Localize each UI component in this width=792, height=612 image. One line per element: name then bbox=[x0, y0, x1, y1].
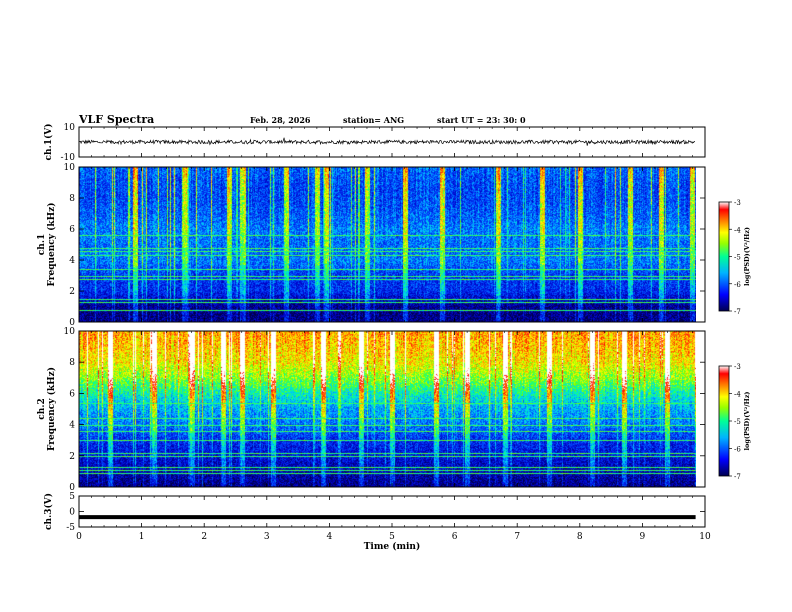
ch2-spec-ytick-label: 6 bbox=[69, 389, 75, 399]
x-tick-label: 7 bbox=[514, 532, 520, 542]
ch1-ytick-label: 10 bbox=[64, 123, 76, 133]
ch1-spec-ylabel: Frequency (kHz) bbox=[46, 202, 57, 286]
ch1-spec-colorbar-tick-label: -7 bbox=[734, 308, 741, 316]
station-label: station= ANG bbox=[343, 115, 405, 125]
x-tick-label: 2 bbox=[201, 532, 207, 542]
ch2-spec-colorbar-tick-label: -3 bbox=[734, 363, 741, 371]
ch2-spec-colorbar-tick-label: -6 bbox=[734, 446, 741, 454]
ch1-spec-ytick-label: 0 bbox=[69, 318, 75, 328]
ch3-ytick-label: -5 bbox=[66, 523, 75, 533]
ch1-spec-ylabel-channel: ch.1 bbox=[37, 234, 47, 255]
x-tick-label: 3 bbox=[264, 532, 270, 542]
x-tick-label: 6 bbox=[452, 532, 458, 542]
ch2-spec-ytick-label: 8 bbox=[69, 358, 75, 368]
ch1-spec-ytick-label: 6 bbox=[69, 225, 75, 235]
ch1-spec-colorbar-tick-label: -3 bbox=[734, 199, 741, 207]
ch1-spec-ytick-label: 8 bbox=[69, 194, 75, 204]
ch1-spec-colorbar-tick-label: -4 bbox=[734, 226, 741, 234]
ch2-spec-colorbar-tick-label: -4 bbox=[734, 391, 741, 399]
ch1-spec-colorbar bbox=[718, 201, 730, 312]
ch2-spec-ytick-label: 0 bbox=[69, 483, 75, 493]
ch1-spec-ytick-label: 10 bbox=[64, 163, 76, 173]
ch3-ytick-label: 5 bbox=[69, 492, 75, 502]
ch1-spec-heatmap bbox=[79, 167, 696, 322]
ch1-spec-ytick-label: 2 bbox=[69, 287, 75, 297]
ch1-ytick-label: -10 bbox=[61, 153, 76, 163]
ch1-spec-colorbar-tick-label: -6 bbox=[734, 281, 741, 289]
ch1-spec-ytick-label: 4 bbox=[69, 256, 75, 266]
figure-title: VLF Spectra bbox=[79, 113, 155, 126]
ch2-spec-heatmap bbox=[79, 331, 696, 487]
ch2-spec-colorbar-label: log(PSD)(V²/Hz) bbox=[743, 392, 751, 451]
ch3-ytick-label: 0 bbox=[69, 508, 75, 518]
ch2-spec-ylabel: Frequency (kHz) bbox=[46, 367, 57, 451]
ch2-spec-colorbar-tick-label: -7 bbox=[734, 473, 741, 481]
x-tick-label: 8 bbox=[577, 532, 583, 542]
start-time-label: start UT = 23: 30: 0 bbox=[437, 115, 526, 125]
ch1-ylabel: ch.1(V) bbox=[43, 124, 54, 161]
ch3-ylabel: ch.3(V) bbox=[43, 493, 54, 530]
ch1-waveform bbox=[78, 137, 696, 146]
x-tick-label: 1 bbox=[139, 532, 145, 542]
ch1-spec-colorbar-label: log(PSD)(V²/Hz) bbox=[743, 227, 751, 286]
x-tick-label: 10 bbox=[699, 532, 711, 542]
x-tick-label: 4 bbox=[327, 532, 333, 542]
ch1-spec-colorbar-tick-label: -5 bbox=[734, 254, 741, 262]
x-tick-label: 9 bbox=[640, 532, 646, 542]
ch2-spec-ytick-label: 4 bbox=[69, 421, 75, 431]
ch2-spec-ylabel-channel: ch.2 bbox=[37, 398, 47, 419]
ch3-frame bbox=[78, 495, 706, 528]
ch2-spec-colorbar bbox=[718, 365, 730, 477]
ch2-spec-ytick-label: 10 bbox=[64, 327, 76, 337]
x-tick-label: 0 bbox=[76, 532, 82, 542]
x-axis-label: Time (min) bbox=[364, 541, 421, 552]
x-tick-label: 5 bbox=[389, 532, 395, 542]
ch2-spec-colorbar-tick-label: -5 bbox=[734, 418, 741, 426]
ch2-spec-ytick-label: 2 bbox=[69, 452, 75, 462]
date-label: Feb. 28, 2026 bbox=[250, 115, 311, 125]
